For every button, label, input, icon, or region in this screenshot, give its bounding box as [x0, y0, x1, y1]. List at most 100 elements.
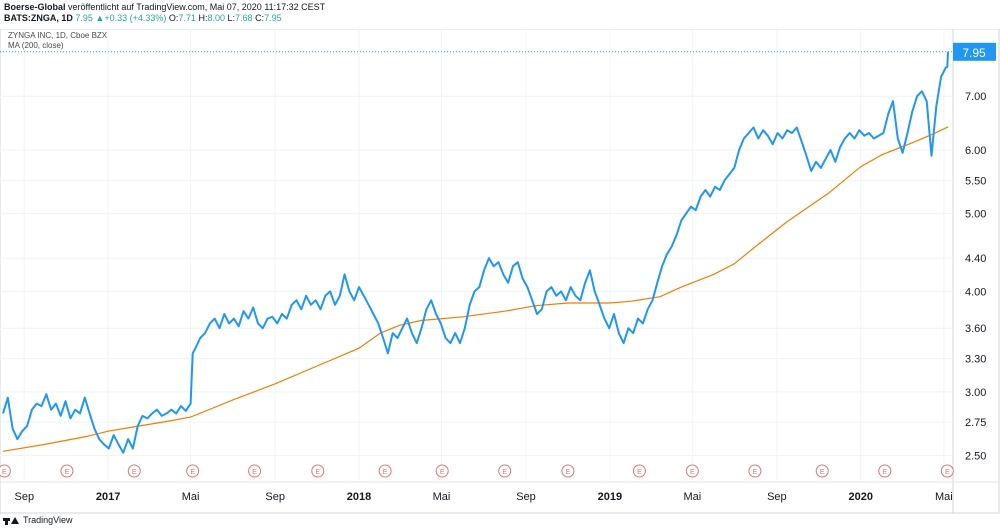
chart-attribution: Boerse-Global veröffentlicht auf Trading…	[4, 2, 325, 13]
earnings-marker: E	[940, 464, 954, 478]
chart-frame	[0, 28, 1000, 514]
earnings-marker-label: E	[882, 469, 887, 476]
ma-200-line	[2, 126, 949, 452]
earnings-marker-label: E	[502, 469, 507, 476]
earnings-marker: E	[60, 464, 74, 478]
legend-title: ZYNGA INC, 1D, Cboe BZX	[8, 31, 108, 40]
last-price-tag-label: 7.95	[962, 46, 986, 60]
earnings-marker: E	[815, 464, 829, 478]
x-tick-label: Sep	[516, 491, 536, 503]
change-arrow: ▲	[95, 13, 105, 23]
earnings-marker-label: E	[2, 469, 7, 476]
earnings-marker-label: E	[132, 469, 137, 476]
low-value: 7.68	[235, 13, 253, 23]
close-value: 7.95	[264, 13, 282, 23]
x-tick-label: Sep	[265, 491, 285, 503]
earnings-marker-circle	[378, 464, 392, 478]
earnings-marker: E	[378, 464, 392, 478]
price-change: +0.33 (+4.33%)	[104, 13, 167, 23]
x-tick-label: Mai	[182, 491, 200, 503]
y-tick-label: 4.40	[965, 253, 986, 265]
earnings-marker-circle	[127, 464, 141, 478]
x-tick-label: 2018	[347, 491, 371, 503]
y-tick-label: 3.30	[965, 354, 986, 366]
earnings-marker-circle	[186, 464, 200, 478]
earnings-marker-circle	[498, 464, 512, 478]
x-tick-label: 2017	[96, 491, 120, 503]
earnings-marker-circle	[0, 464, 11, 478]
ohlc-line: BATS:ZNGA, 1D 7.95 ▲+0.33 (+4.33%) O:7.7…	[4, 13, 282, 24]
x-tick-label: 2019	[598, 491, 622, 503]
earnings-marker-label: E	[315, 469, 320, 476]
earnings-marker: E	[498, 464, 512, 478]
last-price: 7.95	[75, 13, 93, 23]
earnings-marker-label: E	[690, 469, 695, 476]
x-tick-label: 2020	[848, 491, 872, 503]
earnings-marker-circle	[878, 464, 892, 478]
earnings-marker-circle	[632, 464, 646, 478]
earnings-marker-label: E	[566, 469, 571, 476]
earnings-marker: E	[0, 464, 11, 478]
earnings-marker-circle	[60, 464, 74, 478]
open-value: 7.71	[178, 13, 196, 23]
earnings-marker-circle	[248, 464, 262, 478]
price-line	[2, 51, 949, 454]
earnings-marker: E	[748, 464, 762, 478]
last-price-tag	[953, 42, 996, 61]
earnings-marker: E	[632, 464, 646, 478]
earnings-marker-circle	[311, 464, 325, 478]
y-tick-label: 5.00	[965, 209, 986, 221]
earnings-marker-label: E	[65, 469, 70, 476]
y-tick-label: 4.00	[965, 286, 986, 298]
symbol-interval: BATS:ZNGA, 1D	[4, 13, 73, 23]
close-label: C:	[255, 13, 265, 23]
y-tick-label: 2.50	[965, 450, 986, 462]
earnings-marker: E	[435, 464, 449, 478]
chart-legend: ZYNGA INC, 1D, Cboe BZX MA (200, close)	[8, 31, 107, 51]
y-tick-label: 3.00	[965, 387, 986, 399]
footer-brand: TradingView	[23, 515, 73, 525]
earnings-marker-label: E	[252, 469, 257, 476]
low-label: L:	[227, 13, 236, 23]
earnings-marker-circle	[561, 464, 575, 478]
high-label: H:	[198, 13, 208, 23]
earnings-marker-circle	[815, 464, 829, 478]
high-value: 8.00	[207, 13, 225, 23]
earnings-marker: E	[561, 464, 575, 478]
y-tick-label: 7.00	[965, 91, 986, 103]
earnings-marker-label: E	[190, 469, 195, 476]
earnings-marker: E	[878, 464, 892, 478]
y-tick-label: 6.00	[965, 145, 986, 157]
y-tick-label: 5.50	[965, 175, 986, 187]
x-tick-label: Sep	[15, 491, 35, 503]
earnings-marker-label: E	[753, 469, 758, 476]
earnings-marker: E	[248, 464, 262, 478]
earnings-marker-circle	[685, 464, 699, 478]
earnings-marker: E	[186, 464, 200, 478]
earnings-marker-circle	[435, 464, 449, 478]
tradingview-logo-icon	[3, 515, 19, 525]
earnings-marker-circle	[748, 464, 762, 478]
x-tick-label: Mai	[433, 491, 451, 503]
earnings-marker-label: E	[820, 469, 825, 476]
earnings-marker-label: E	[637, 469, 642, 476]
earnings-marker-circle	[940, 464, 954, 478]
x-tick-label: Mai	[935, 491, 953, 503]
earnings-marker-label: E	[945, 469, 950, 476]
x-tick-label: Mai	[683, 491, 701, 503]
legend-indicator[interactable]: MA (200, close)	[8, 41, 64, 50]
footer-branding: TradingView	[3, 513, 73, 527]
earnings-marker: E	[311, 464, 325, 478]
y-tick-label: 2.75	[965, 417, 986, 429]
y-tick-label: 3.60	[965, 323, 986, 335]
earnings-marker-label: E	[383, 469, 388, 476]
earnings-marker-label: E	[440, 469, 445, 476]
chart-area[interactable]: Sep 2017 Mai Sep 2018 Mai Sep 2019 Mai Sep 2020 Mai…	[0, 28, 1000, 514]
x-tick-label: Sep	[767, 491, 787, 503]
earnings-marker: E	[127, 464, 141, 478]
open-label: O:	[168, 13, 179, 23]
earnings-marker: E	[685, 464, 699, 478]
publisher-name: Boerse-Global	[4, 2, 66, 12]
price-chart[interactable]: Sep 2017 Mai Sep 2018 Mai Sep 2019 Mai Sep 2020 Mai…	[0, 28, 1000, 514]
publish-info: veröffentlicht auf TradingView.com, Mai …	[68, 2, 326, 12]
